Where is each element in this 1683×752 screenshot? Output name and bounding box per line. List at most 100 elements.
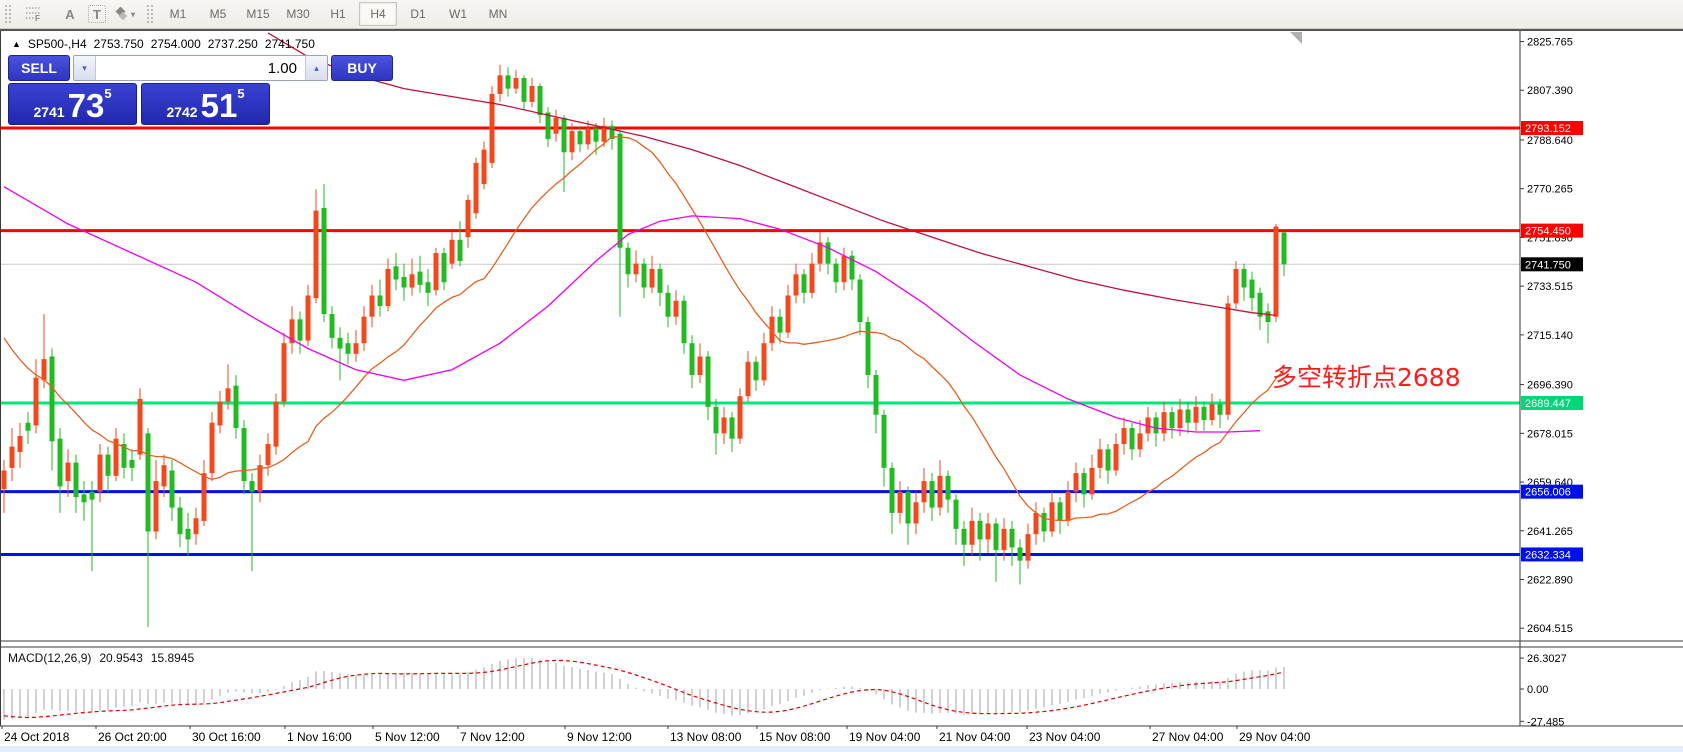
price-tick-label: 2770.265 bbox=[1527, 184, 1573, 196]
candle bbox=[529, 85, 535, 102]
dropdown-caret-icon[interactable]: ▾ bbox=[130, 9, 135, 19]
timeframe-button-M5[interactable]: M5 bbox=[209, 7, 227, 21]
timeframe-button-M30[interactable]: M30 bbox=[286, 7, 310, 21]
candle bbox=[857, 279, 863, 322]
volume-increase-button[interactable]: ▴ bbox=[305, 56, 327, 80]
candle bbox=[777, 316, 783, 333]
candle bbox=[657, 268, 663, 293]
candle bbox=[209, 422, 215, 474]
candle bbox=[545, 112, 551, 140]
window-bottom-strip bbox=[0, 746, 1683, 752]
candle bbox=[673, 300, 679, 317]
ohlc-high: 2754.000 bbox=[150, 37, 201, 51]
price-badge-label: 2793.152 bbox=[1525, 123, 1571, 135]
moving-average-slow bbox=[267, 32, 1277, 317]
macd-signal-line bbox=[3, 659, 1285, 719]
candle bbox=[665, 292, 671, 317]
candle bbox=[1041, 512, 1047, 532]
collapse-arrow-icon[interactable]: ▲ bbox=[12, 39, 21, 49]
price-axis: 2825.7652807.3902788.6402770.2652751.890… bbox=[1520, 37, 1583, 728]
moving-average-mid bbox=[3, 186, 1261, 433]
candle bbox=[89, 491, 95, 500]
time-tick-label: 27 Nov 04:00 bbox=[1152, 730, 1224, 744]
time-tick-label: 30 Oct 16:00 bbox=[192, 730, 261, 744]
candle bbox=[913, 502, 919, 524]
candle bbox=[265, 443, 271, 466]
candle bbox=[17, 436, 23, 452]
sell-button[interactable]: SELL bbox=[8, 55, 70, 81]
timeframe-button-W1[interactable]: W1 bbox=[449, 7, 467, 21]
candle bbox=[401, 276, 407, 288]
price-badge-label: 2656.006 bbox=[1525, 487, 1571, 499]
candle bbox=[305, 295, 311, 341]
toolbar-drag-handle[interactable] bbox=[146, 4, 154, 24]
candle bbox=[809, 263, 815, 293]
time-tick-label: 9 Nov 12:00 bbox=[567, 730, 632, 744]
timeframe-button-H4[interactable]: H4 bbox=[359, 2, 397, 26]
candle bbox=[289, 319, 295, 344]
sell-price-prefix: 2741 bbox=[33, 104, 65, 120]
candle bbox=[1161, 412, 1167, 434]
candle bbox=[185, 528, 191, 540]
candle bbox=[849, 255, 855, 280]
ohlc-open: 2753.750 bbox=[93, 37, 144, 51]
time-tick-label: 1 Nov 16:00 bbox=[287, 730, 352, 744]
candle bbox=[1257, 292, 1263, 317]
candle bbox=[121, 443, 127, 468]
candle bbox=[321, 207, 327, 315]
timeframe-button-M15[interactable]: M15 bbox=[246, 7, 270, 21]
candle bbox=[609, 125, 615, 140]
fibonacci-tool-icon[interactable]: F bbox=[16, 2, 52, 26]
candle bbox=[1065, 491, 1071, 521]
macd-signal-value: 15.8945 bbox=[150, 651, 195, 665]
text-label-tool-icon[interactable]: A bbox=[65, 6, 75, 22]
candle bbox=[393, 266, 399, 280]
timeframe-button-M1[interactable]: M1 bbox=[169, 7, 187, 21]
text-tool-icon[interactable]: T bbox=[88, 5, 106, 23]
sell-price-display[interactable]: 2741 73 5 bbox=[8, 83, 137, 125]
candle bbox=[361, 316, 367, 344]
sell-price-sup: 5 bbox=[104, 86, 112, 101]
candle bbox=[537, 85, 543, 116]
macd-main-value: 20.9543 bbox=[99, 651, 143, 665]
timeframe-button-MN[interactable]: MN bbox=[488, 7, 508, 21]
candle bbox=[513, 78, 519, 89]
buy-price-display[interactable]: 2742 51 5 bbox=[141, 83, 270, 125]
candle bbox=[337, 337, 343, 349]
candle bbox=[65, 462, 71, 482]
volume-input[interactable] bbox=[96, 56, 305, 80]
price-tick-label: 2788.640 bbox=[1527, 135, 1573, 147]
price-tick-label: 2678.015 bbox=[1527, 428, 1573, 440]
candle bbox=[193, 518, 199, 535]
candle bbox=[577, 131, 583, 145]
chart-top-border bbox=[0, 29, 1683, 31]
candle bbox=[281, 343, 287, 402]
timeframe-button-D1[interactable]: D1 bbox=[410, 7, 426, 21]
timeframe-button-H1[interactable]: H1 bbox=[330, 7, 346, 21]
candle bbox=[129, 459, 135, 468]
price-tick-label: 2825.765 bbox=[1527, 37, 1573, 49]
candle bbox=[49, 356, 55, 442]
candle bbox=[257, 465, 263, 492]
candle bbox=[625, 247, 631, 275]
candle bbox=[113, 438, 119, 476]
candle bbox=[1097, 449, 1103, 468]
candle bbox=[969, 520, 975, 545]
candle bbox=[1113, 443, 1119, 471]
candle bbox=[145, 433, 151, 532]
candle bbox=[729, 417, 735, 439]
time-tick-label: 7 Nov 12:00 bbox=[460, 730, 525, 744]
price-tick-label: 2733.515 bbox=[1527, 281, 1573, 293]
candle bbox=[929, 481, 935, 508]
macd-tick-label: 0.00 bbox=[1527, 684, 1548, 696]
candle bbox=[745, 361, 751, 397]
shapes-tool-icon[interactable]: ▾ bbox=[106, 2, 142, 26]
candle bbox=[881, 414, 887, 468]
candle bbox=[561, 117, 567, 153]
volume-decrease-button[interactable]: ▾ bbox=[74, 56, 96, 80]
toolbar-drag-handle[interactable] bbox=[4, 4, 12, 24]
buy-button[interactable]: BUY bbox=[331, 55, 393, 81]
candle bbox=[1209, 404, 1215, 421]
horizontal-line-objects bbox=[0, 126, 1520, 556]
